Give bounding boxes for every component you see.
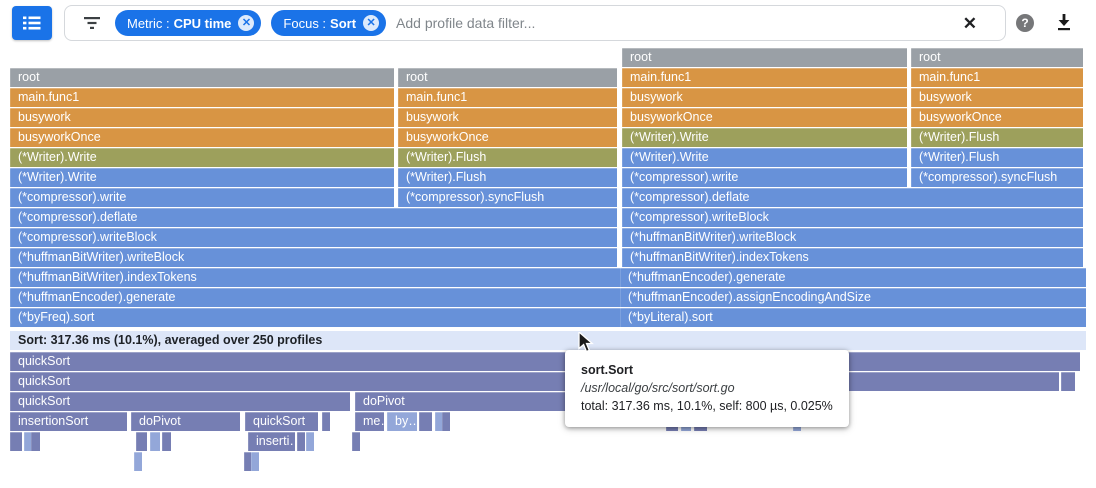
profile-list-button[interactable] [12,6,52,40]
chip-focus-value: Sort [330,15,357,31]
flame-bar[interactable]: inserti… [248,432,295,451]
flame-bar[interactable]: (*Writer).Flush [398,168,617,187]
filter-input-container[interactable]: Metric : CPU time ✕ Focus : Sort ✕ Add p… [64,5,1006,41]
flame-bar[interactable]: (*Writer).Flush [398,148,617,167]
flame-bar[interactable]: by… [387,412,417,431]
flame-bar[interactable]: (*huffmanEncoder).assignEncodingAndSize [620,288,1086,307]
flame-bar[interactable]: quickSort [10,392,350,411]
flame-bar[interactable]: quickSort [10,372,1059,391]
tooltip: sort.Sort /usr/local/go/src/sort/sort.go… [565,350,849,427]
flame-bar[interactable] [306,432,314,451]
flame-bar[interactable]: (*Writer).Write [622,148,907,167]
tooltip-source-path: /usr/local/go/src/sort/sort.go [581,381,735,395]
flame-bar[interactable] [150,432,160,451]
chip-metric-value: CPU time [173,15,232,31]
flame-bar[interactable]: (*Writer).Flush [911,128,1083,147]
flame-bar[interactable] [297,432,305,451]
flame-bar[interactable] [352,432,360,451]
flame-bar[interactable]: main.func1 [398,88,617,107]
flame-bar[interactable]: (*compressor).write [622,168,907,187]
flame-bar[interactable]: quickSort [10,352,1080,371]
flame-bar[interactable]: root [10,68,394,87]
flame-bar[interactable]: main.func1 [10,88,394,107]
menu-list-icon [23,16,41,30]
flame-bar[interactable] [419,412,432,431]
filter-chip-focus[interactable]: Focus : Sort ✕ [271,10,387,36]
flame-bar[interactable]: (*compressor).writeBlock [622,208,1083,227]
flame-bar[interactable]: (*Writer).Write [10,148,394,167]
flame-bar[interactable]: insertionSort [10,412,127,431]
tooltip-function-name: sort.Sort [581,363,634,377]
flame-bar[interactable]: (*compressor).syncFlush [398,188,617,207]
clear-filter-icon[interactable]: ✕ [962,14,977,33]
flame-bar[interactable]: me… [355,412,384,431]
flame-bar[interactable]: (*huffmanBitWriter).indexTokens [10,268,620,287]
flame-bar[interactable]: (*huffmanEncoder).generate [10,288,620,307]
flame-bar[interactable]: main.func1 [622,68,907,87]
toolbar: Metric : CPU time ✕ Focus : Sort ✕ Add p… [0,0,1096,46]
flame-bar[interactable]: busywork [10,108,394,127]
flame-bar[interactable]: (*huffmanBitWriter).writeBlock [10,248,617,267]
flame-bar[interactable] [136,432,147,451]
flame-bar[interactable] [435,412,443,431]
flame-bar[interactable]: doPivot [131,412,240,431]
flame-bar[interactable]: quickSort [245,412,318,431]
flame-bar[interactable]: busywork [622,88,907,107]
flame-bar[interactable]: busyworkOnce [622,108,907,127]
chip-remove-icon[interactable]: ✕ [238,15,255,31]
download-icon[interactable] [1056,13,1072,36]
mouse-cursor [578,332,594,353]
flame-bar-selected[interactable]: Sort: 317.36 ms (10.1%), averaged over 2… [10,331,1086,350]
flame-bar[interactable]: busywork [911,88,1083,107]
flame-bar[interactable]: (*huffmanBitWriter).indexTokens [622,248,1083,267]
tooltip-stats: total: 317.36 ms, 10.1%, self: 800 µs, 0… [581,399,833,413]
flame-bar[interactable]: (*Writer).Flush [911,148,1083,167]
flame-bar[interactable] [244,452,252,471]
flame-bar[interactable]: (*byFreq).sort [10,308,620,327]
flame-bar[interactable]: (*Writer).Write [10,168,394,187]
flame-bar[interactable]: (*compressor).syncFlush [911,168,1083,187]
flame-bar[interactable] [162,432,171,451]
flame-bar[interactable]: busyworkOnce [398,128,617,147]
flame-bar[interactable]: (*huffmanEncoder).generate [620,268,1086,287]
filter-placeholder[interactable]: Add profile data filter... [396,15,536,31]
chip-remove-icon[interactable]: ✕ [363,15,380,31]
flame-bar[interactable]: (*compressor).writeBlock [10,228,617,247]
flame-bar[interactable]: (*compressor).deflate [10,208,617,227]
flame-bar[interactable]: busyworkOnce [10,128,394,147]
flame-bar[interactable]: (*byLiteral).sort [620,308,1086,327]
flame-bar[interactable]: root [911,48,1083,67]
flame-bar[interactable]: (*compressor).write [10,188,394,207]
flame-bar[interactable]: busywork [398,108,617,127]
flame-bar[interactable] [10,432,22,451]
help-icon[interactable]: ? [1016,14,1034,32]
flame-bar[interactable]: (*huffmanBitWriter).writeBlock [622,228,1083,247]
chip-metric-prefix: Metric : [127,15,170,31]
flame-bar[interactable] [442,412,450,431]
flame-bar[interactable]: main.func1 [911,68,1083,87]
filter-list-icon [84,17,100,29]
flame-bar[interactable] [251,452,259,471]
flame-bar[interactable] [31,432,40,451]
filter-chip-metric[interactable]: Metric : CPU time ✕ [115,10,262,36]
flame-bar[interactable]: root [622,48,907,67]
flame-bar[interactable]: (*Writer).Write [622,128,907,147]
flame-bar[interactable] [322,412,330,431]
flame-bar[interactable]: busyworkOnce [911,108,1083,127]
flame-bar[interactable] [134,452,142,471]
flame-bar[interactable] [24,432,32,451]
chip-focus-prefix: Focus : [283,15,327,31]
flame-bar[interactable] [1061,372,1075,391]
flame-bar[interactable]: root [398,68,617,87]
flame-bar[interactable]: (*compressor).deflate [622,188,1083,207]
